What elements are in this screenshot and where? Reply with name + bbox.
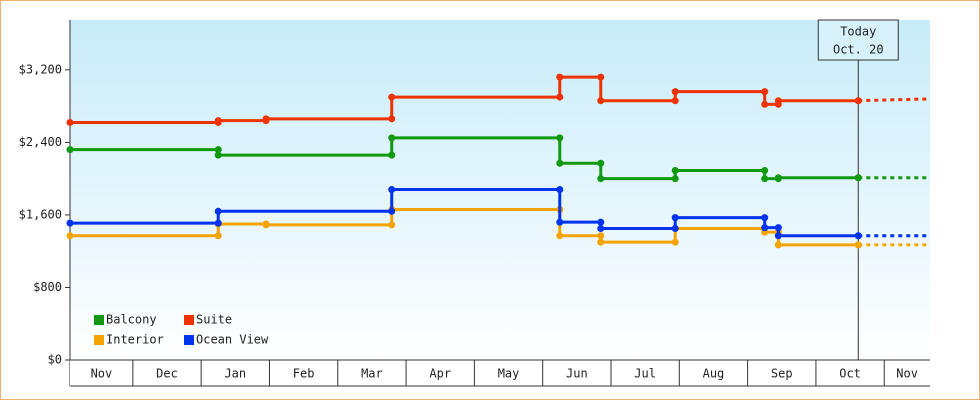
point [214, 151, 222, 159]
point [671, 88, 679, 96]
point [66, 118, 74, 126]
y-tick-label: $800 [33, 280, 62, 294]
point [214, 207, 222, 215]
point [671, 214, 679, 222]
x-tick-label: Aug [703, 367, 725, 381]
point [66, 232, 74, 240]
today-date: Oct. 20 [833, 43, 884, 57]
x-tick-label: Jun [566, 367, 588, 381]
legend-label: Suite [196, 313, 232, 327]
point [262, 221, 270, 229]
legend-label: Balcony [106, 313, 157, 327]
x-tick-label: Jan [224, 367, 246, 381]
point [761, 100, 769, 108]
point [262, 115, 270, 123]
x-tick-label: Dec [156, 367, 178, 381]
point [774, 174, 782, 182]
x-tick-label: Sep [771, 367, 793, 381]
y-tick-label: $1,600 [19, 207, 62, 221]
month-axis [70, 360, 930, 386]
forecast-line [858, 97, 931, 103]
x-tick-label: Feb [293, 367, 315, 381]
y-tick-label: $0 [48, 353, 62, 367]
x-tick-label: May [498, 367, 520, 381]
point [671, 167, 679, 175]
legend-swatch [184, 315, 194, 325]
legend-swatch [94, 315, 104, 325]
x-tick-label: Nov [896, 367, 918, 381]
point [556, 218, 564, 226]
today-box [817, 19, 899, 61]
legend-swatch [184, 335, 194, 345]
y-tick-label: $3,200 [19, 62, 62, 76]
legend-swatch [94, 335, 104, 345]
x-tick-label: Mar [361, 367, 383, 381]
point [774, 97, 782, 105]
y-tick-label: $2,400 [19, 135, 62, 149]
point [556, 232, 564, 240]
x-tick-label: Apr [429, 367, 451, 381]
legend-label: Ocean View [196, 333, 269, 347]
point [774, 241, 782, 249]
point [597, 225, 605, 233]
point [597, 175, 605, 183]
point [556, 159, 564, 167]
point [597, 97, 605, 105]
point [761, 175, 769, 183]
x-tick-label: Nov [91, 367, 113, 381]
point [556, 73, 564, 81]
point [66, 219, 74, 227]
point [761, 224, 769, 232]
x-tick-label: Jul [634, 367, 656, 381]
legend-label: Interior [106, 333, 164, 347]
point [388, 186, 396, 194]
x-tick-label: Oct [839, 367, 861, 381]
point [388, 93, 396, 101]
point [774, 232, 782, 240]
point [214, 117, 222, 125]
point [597, 238, 605, 246]
point [388, 134, 396, 142]
point [66, 146, 74, 154]
today-label: Today [840, 25, 876, 39]
